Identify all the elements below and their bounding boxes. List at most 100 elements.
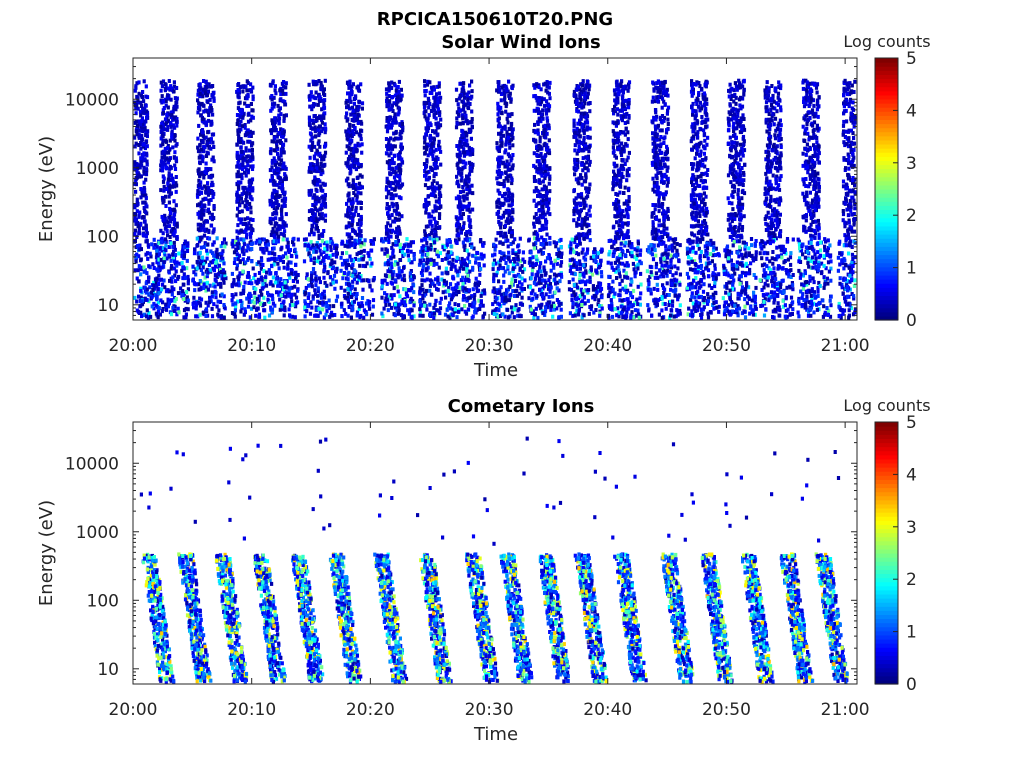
heatmap-cell	[159, 168, 163, 173]
heatmap-cell	[199, 200, 203, 205]
heatmap-cell	[141, 110, 145, 115]
heatmap-cell	[368, 306, 372, 311]
heatmap-cell	[355, 292, 359, 296]
heatmap-cell	[272, 148, 276, 153]
heatmap-cell	[145, 162, 149, 167]
heatmap-cell	[365, 261, 369, 266]
heatmap-cell	[272, 139, 276, 144]
heatmap-cell	[305, 304, 310, 308]
heatmap-cell	[212, 216, 216, 220]
heatmap-cell	[325, 309, 329, 314]
heatmap-cell	[403, 287, 408, 292]
heatmap-cell	[365, 278, 369, 283]
heatmap-cell	[335, 267, 339, 271]
heatmap-cell	[314, 80, 318, 84]
heatmap-cell	[350, 300, 355, 305]
heatmap-cell	[397, 89, 401, 94]
heatmap-cell	[273, 170, 277, 175]
heatmap-cell	[246, 216, 250, 221]
heatmap-cell	[361, 278, 366, 283]
heatmap-cell	[277, 113, 281, 118]
heatmap-cell	[357, 88, 362, 93]
heatmap-cell	[199, 132, 203, 137]
heatmap-cell	[221, 268, 225, 273]
heatmap-cell	[133, 239, 137, 243]
heatmap-cell	[147, 275, 151, 280]
heatmap-cell	[170, 216, 174, 221]
heatmap-cell	[261, 282, 265, 287]
heatmap-cell	[200, 128, 205, 132]
heatmap-cell	[244, 260, 248, 265]
heatmap-cell	[160, 246, 164, 251]
heatmap-cell	[386, 260, 390, 265]
heatmap-cell	[321, 181, 325, 186]
heatmap-cell	[369, 241, 374, 246]
heatmap-cell	[251, 155, 255, 160]
heatmap-cell	[251, 94, 255, 99]
heatmap-cell	[356, 164, 360, 169]
heatmap-cell	[491, 262, 495, 267]
heatmap-cell	[283, 285, 287, 289]
heatmap-cell	[287, 250, 291, 254]
heatmap-cell	[398, 166, 402, 171]
heatmap-cell	[390, 123, 394, 128]
heatmap-cell	[198, 91, 202, 96]
heatmap-cell	[155, 252, 159, 257]
heatmap-cell	[315, 169, 319, 174]
heatmap-cell	[163, 158, 167, 163]
heatmap-cell	[387, 166, 391, 171]
heatmap-cell	[506, 238, 510, 243]
heatmap-cell	[151, 262, 155, 267]
heatmap-cell	[277, 162, 281, 167]
heatmap-cell	[206, 192, 211, 197]
panel-solar-wind-ions: 20:00 20:10 20:20 20:30 20:40 20:50 21:0010100…	[36, 32, 931, 381]
heatmap-cell	[282, 203, 286, 208]
heatmap-cell	[207, 198, 211, 203]
heatmap-cell	[323, 143, 328, 148]
heatmap-cell	[247, 281, 251, 285]
heatmap-cell	[242, 140, 246, 145]
heatmap-cell	[196, 314, 200, 319]
heatmap-cell	[271, 212, 275, 217]
heatmap-cell	[186, 241, 190, 246]
heatmap-cell	[322, 87, 326, 92]
heatmap-cell	[144, 196, 148, 201]
heatmap-cell	[313, 271, 317, 276]
heatmap-cell	[349, 99, 353, 104]
heatmap-cell	[290, 314, 294, 319]
heatmap-cell	[359, 119, 363, 124]
heatmap-cell	[333, 286, 337, 291]
heatmap-cell	[355, 252, 359, 257]
heatmap-cell	[396, 228, 400, 233]
heatmap-cell	[348, 95, 352, 100]
heatmap-cell	[138, 122, 143, 127]
heatmap-cell	[175, 183, 179, 188]
heatmap-cell	[400, 250, 404, 255]
heatmap-cell	[279, 147, 283, 152]
heatmap-cell	[349, 215, 353, 220]
heatmap-cell	[400, 122, 404, 126]
heatmap-cell	[289, 271, 294, 276]
heatmap-cell	[204, 196, 208, 201]
heatmap-cell	[201, 286, 206, 290]
heatmap-cell	[204, 80, 208, 85]
heatmap-cell	[168, 187, 172, 192]
heatmap-cell	[164, 237, 168, 242]
heatmap-cell	[166, 119, 170, 124]
heatmap-cell	[344, 261, 348, 266]
heatmap-cell	[259, 277, 264, 282]
heatmap-cell	[135, 209, 139, 214]
heatmap-cell	[310, 144, 314, 149]
heatmap-cell	[312, 256, 316, 261]
heatmap-cell	[150, 290, 154, 295]
heatmap-cell	[285, 237, 289, 242]
heatmap-cell	[403, 303, 408, 308]
heatmap-cell	[316, 162, 320, 167]
heatmap-cell	[437, 125, 441, 130]
heatmap-cell	[357, 307, 361, 311]
heatmap-cell	[440, 258, 444, 262]
heatmap-cell	[176, 306, 180, 311]
heatmap-cell	[510, 202, 514, 206]
heatmap-cell	[252, 276, 256, 281]
heatmap-cell	[202, 233, 207, 238]
